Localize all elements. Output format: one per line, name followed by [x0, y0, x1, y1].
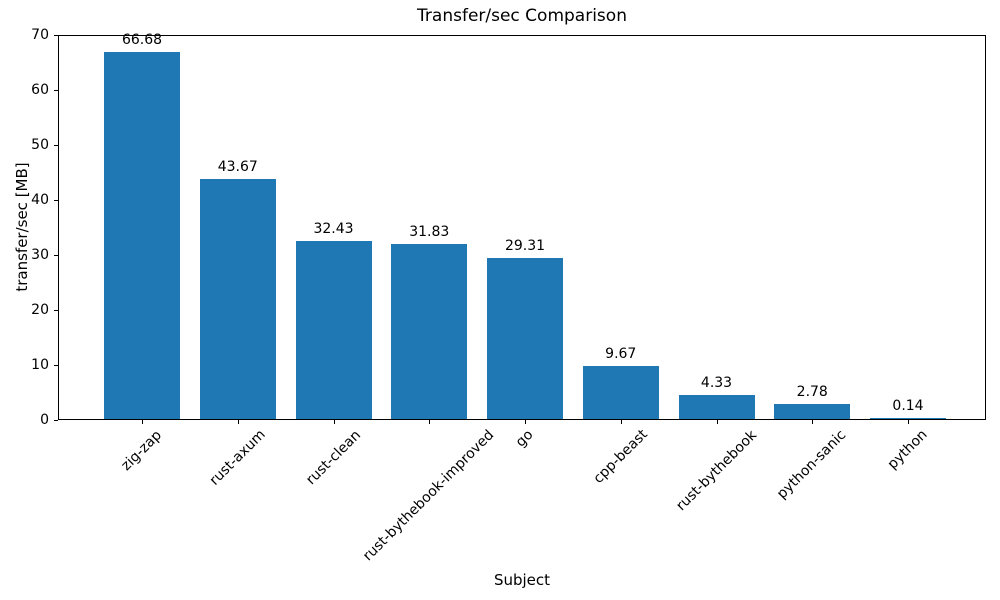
x-tick-label: rust-axum — [206, 427, 269, 490]
y-tick-label: 60 — [31, 82, 49, 98]
y-tick-mark — [54, 35, 58, 36]
bar-go — [487, 257, 563, 419]
y-tick-mark — [54, 90, 58, 91]
plot-area — [58, 35, 986, 420]
y-tick-label: 0 — [40, 412, 49, 428]
x-tick-mark — [908, 420, 909, 424]
x-tick-mark — [620, 420, 622, 424]
bar-python — [870, 418, 946, 419]
bar-value-label: 0.14 — [892, 398, 924, 415]
bar-cpp-beast — [582, 365, 659, 419]
bar-rust-clean — [295, 240, 372, 419]
bar-value-label: 2.78 — [796, 383, 828, 400]
y-tick-label: 20 — [31, 302, 49, 318]
x-tick-mark — [237, 420, 239, 424]
y-tick-mark — [54, 310, 58, 311]
y-tick-label: 70 — [31, 27, 49, 43]
x-tick-label: go — [512, 426, 537, 451]
y-tick-label: 30 — [31, 247, 49, 263]
bar-zig-zap — [104, 52, 180, 419]
y-tick-mark — [54, 200, 58, 201]
bar-value-label: 66.68 — [121, 32, 163, 49]
y-axis-label: transfer/sec [MB] — [13, 162, 31, 292]
y-tick-label: 10 — [31, 357, 49, 373]
y-tick-mark — [54, 365, 58, 366]
chart-title: Transfer/sec Comparison — [417, 6, 627, 26]
y-tick-mark — [54, 420, 58, 421]
bar-value-label: 9.67 — [605, 345, 637, 362]
bar-value-label: 32.43 — [313, 220, 354, 237]
bar-python-sanic — [774, 403, 851, 419]
x-tick-mark — [525, 420, 526, 424]
x-tick-label: rust-clean — [302, 426, 364, 488]
bar-rust-axum — [199, 178, 276, 419]
bar-value-label: 4.33 — [700, 375, 733, 392]
x-tick-label: rust-bythebook — [672, 427, 760, 514]
bar-value-label: 29.31 — [504, 237, 546, 254]
x-tick-label: zig-zap — [118, 426, 165, 474]
x-tick-mark — [716, 420, 718, 424]
bar-value-label: 31.83 — [409, 223, 450, 240]
y-tick-label: 50 — [31, 137, 49, 153]
x-tick-label: python-sanic — [774, 426, 850, 503]
x-tick-mark — [142, 420, 143, 424]
y-tick-mark — [54, 255, 58, 256]
x-tick-label: python — [884, 426, 931, 473]
x-tick-label: rust-bythebook-improved — [360, 426, 498, 565]
x-tick-mark — [333, 420, 335, 424]
x-tick-mark — [812, 420, 814, 424]
bar-rust-bythebook-improved — [391, 243, 468, 419]
y-tick-label: 40 — [31, 192, 49, 208]
bar-value-label: 43.67 — [217, 158, 258, 175]
bar-rust-bythebook — [678, 395, 755, 419]
x-tick-label: cpp-beast — [590, 426, 651, 488]
x-tick-mark — [429, 420, 431, 424]
y-tick-mark — [54, 145, 58, 146]
x-axis-label: Subject — [493, 571, 551, 589]
